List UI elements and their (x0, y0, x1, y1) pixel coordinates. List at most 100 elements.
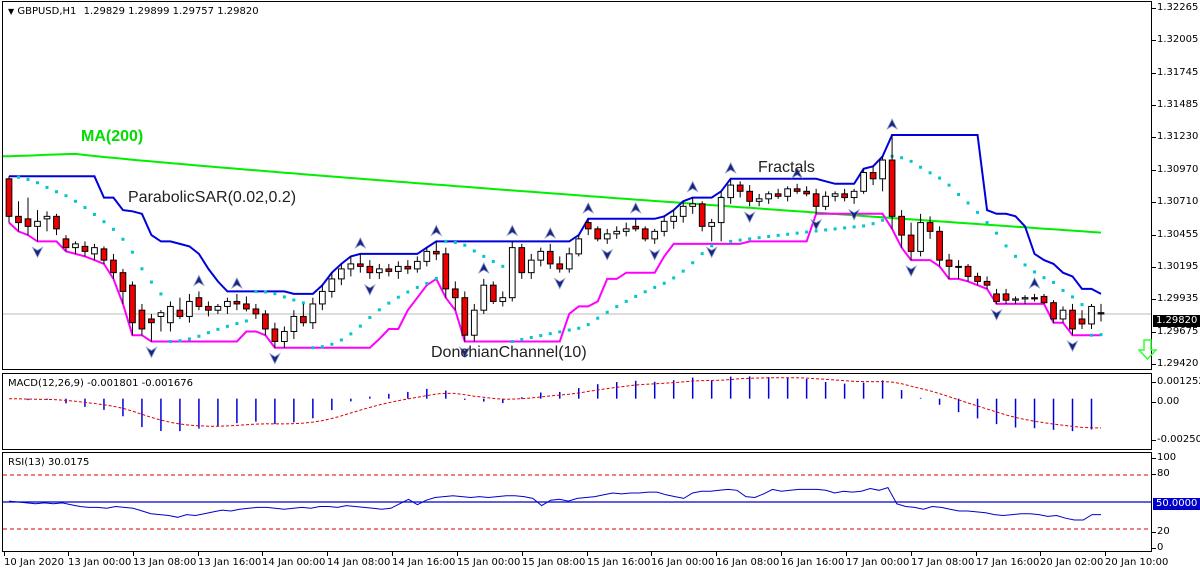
candle (119, 268, 127, 304)
candle (461, 291, 469, 342)
psar-dot (225, 324, 229, 328)
candle (1097, 303, 1105, 322)
psar-dot (624, 299, 628, 303)
fractal-up-icon (192, 274, 205, 287)
candle (309, 297, 317, 329)
candle (43, 211, 51, 232)
triangle-down-icon[interactable]: ▼ (8, 7, 15, 16)
psar-dot (833, 227, 837, 231)
candle (698, 201, 706, 232)
candle (945, 253, 953, 279)
psar-dot (871, 222, 875, 226)
fractal-down-icon (601, 248, 614, 261)
time-label: 20 Jan 10:00 (1105, 552, 1169, 568)
candle (290, 310, 298, 339)
psar-dot (738, 238, 742, 242)
price-tick: 1.31745 (1151, 66, 1199, 78)
candle (1031, 293, 1038, 302)
candle (983, 276, 991, 289)
ohlc-values: 1.29829 1.29899 1.29757 1.29820 (83, 6, 259, 17)
psar-dot (919, 165, 923, 169)
candle (575, 235, 583, 257)
candle (850, 188, 858, 204)
psar-dot (463, 243, 467, 247)
candle (167, 301, 174, 332)
price-tick: 1.30195 (1151, 260, 1199, 272)
symbol-label: GBPUSD,H1 (17, 6, 77, 17)
psar-dot (529, 336, 533, 340)
psar-dot (681, 269, 685, 273)
psar-dot (596, 316, 600, 320)
candle (252, 303, 260, 319)
candle (356, 253, 364, 273)
candle (214, 303, 222, 314)
psar-dot (1061, 288, 1065, 292)
macd-panel[interactable]: MACD(12,26,9) -0.001801 -0.001676 (2, 373, 1152, 450)
macd-label: MACD(12,26,9) -0.001801 -0.001676 (8, 378, 193, 389)
psar-dot (1033, 270, 1037, 274)
psar-dot (909, 159, 913, 163)
macd-canvas[interactable] (3, 374, 1151, 449)
psar-dot (605, 310, 609, 314)
candle (679, 201, 687, 223)
psar-dot (805, 230, 809, 234)
psar-dot (273, 292, 277, 296)
price-tick: 1.30710 (1151, 196, 1199, 208)
fractal-up-icon (582, 201, 595, 214)
rsi-tick-100: 100 (1151, 452, 1177, 463)
rsi-canvas[interactable] (3, 453, 1151, 551)
time-label: 17 Jan 16:00 (976, 552, 1040, 568)
psar-dot (301, 301, 305, 305)
psar-dot (311, 346, 315, 350)
candle (319, 285, 326, 311)
psar-dot (814, 229, 818, 233)
price-tick: 1.29675 (1151, 325, 1199, 337)
candle (337, 263, 345, 286)
candle (755, 193, 763, 207)
psar-dot (349, 332, 353, 336)
fractal-down-icon (648, 248, 661, 261)
price-chart-canvas[interactable] (3, 2, 1151, 369)
psar-dot (149, 280, 153, 284)
candle (5, 176, 13, 223)
fractals-annotation: Fractals (758, 159, 815, 176)
candle (1078, 310, 1086, 329)
price-tick: 1.29420 (1151, 358, 1199, 369)
candle (72, 241, 79, 254)
psar-dot (140, 267, 144, 271)
candle (1050, 300, 1057, 323)
candle (613, 226, 621, 239)
time-label: 20 Jan 02:00 (1040, 552, 1104, 568)
candle (869, 166, 877, 186)
candle (15, 201, 22, 232)
time-label: 14 Jan 00:00 (262, 552, 326, 568)
psar-dot (64, 194, 68, 198)
ma-annotation: MA(200) (81, 128, 144, 145)
candle (831, 191, 839, 202)
candle (518, 243, 526, 279)
time-axis[interactable]: 10 Jan 2020 13 Jan 00:00 13 Jan 08:00 13 Ja… (2, 552, 1168, 575)
candle (347, 256, 355, 277)
price-axis[interactable]: 1.32265 1.32005 1.31745 1.31485 1.31230 1.309… (1151, 0, 1200, 372)
psar-dot (824, 228, 828, 232)
time-label: 15 Jan 16:00 (587, 552, 651, 568)
time-label: 16 Jan 16:00 (781, 552, 845, 568)
candle (964, 263, 972, 282)
rsi-tick-20: 20 (1152, 526, 1170, 537)
ma200-line (3, 152, 1102, 234)
rsi-panel[interactable]: RSI(13) 30.0175 (2, 452, 1152, 552)
time-label: 10 Jan 2020 (4, 552, 64, 568)
psar-dot (653, 285, 657, 289)
time-label: 16 Jan 00:00 (651, 552, 715, 568)
psar-dot (881, 218, 885, 222)
time-label: 13 Jan 00:00 (68, 552, 132, 568)
candle (784, 186, 791, 202)
donchian-upper-line (9, 134, 1102, 295)
price-chart-panel[interactable]: ▼ GBPUSD,H1 1.29829 1.29899 1.29757 1.29… (2, 1, 1158, 370)
rsi-label: RSI(13) 30.0175 (8, 457, 90, 468)
candle (243, 296, 250, 312)
psar-dot (928, 171, 932, 175)
candle (53, 213, 60, 236)
candle (584, 218, 592, 236)
psar-dot (121, 237, 125, 241)
